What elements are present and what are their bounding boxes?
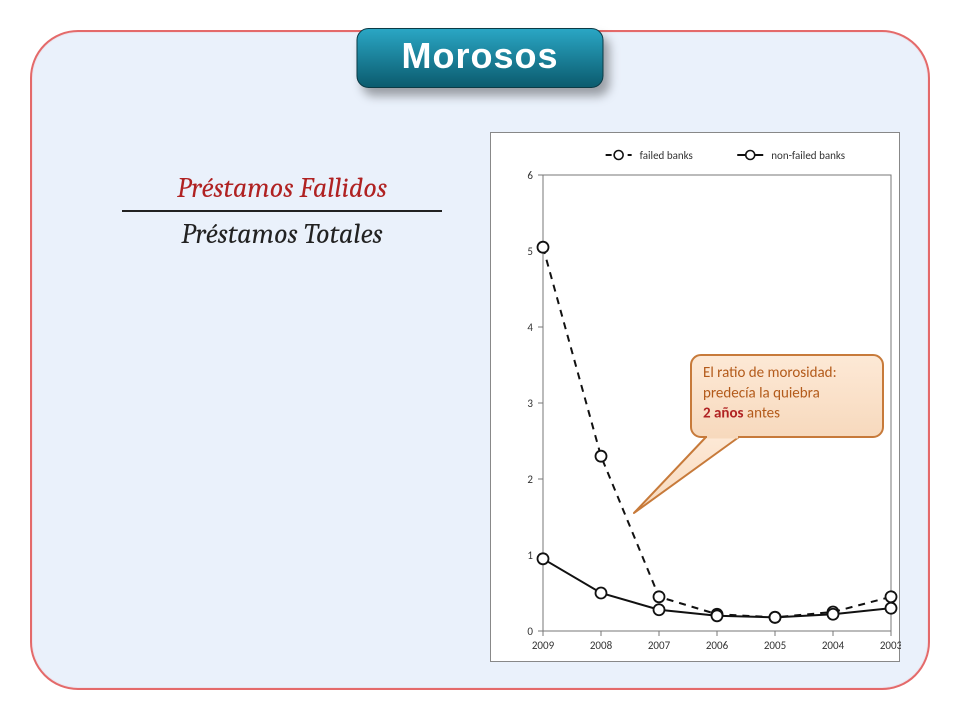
- svg-text:2009: 2009: [532, 639, 555, 652]
- slide-card: Morosos Préstamos Fallidos Préstamos Tot…: [30, 30, 930, 690]
- svg-text:1: 1: [527, 549, 533, 562]
- svg-text:2006: 2006: [706, 639, 729, 652]
- svg-text:2005: 2005: [764, 639, 786, 652]
- svg-text:non-failed banks: non-failed banks: [771, 149, 845, 162]
- callout-bubble: El ratio de morosidad: predecía la quiebr…: [634, 355, 883, 513]
- svg-text:0: 0: [527, 625, 533, 638]
- svg-text:2003: 2003: [880, 639, 901, 652]
- svg-text:El ratio de morosidad:: El ratio de morosidad:: [703, 364, 837, 382]
- svg-text:2 años antes: 2 años antes: [703, 405, 780, 423]
- formula-ratio: Préstamos Fallidos Préstamos Totales: [122, 172, 442, 250]
- svg-text:2004: 2004: [822, 639, 845, 652]
- slide-title: Morosos: [401, 35, 558, 76]
- formula-denominator: Préstamos Totales: [122, 218, 442, 250]
- formula-numerator: Préstamos Fallidos: [122, 172, 442, 212]
- svg-text:5: 5: [527, 245, 533, 258]
- svg-text:predecía la quiebra: predecía la quiebra: [703, 384, 820, 402]
- svg-text:2007: 2007: [648, 639, 671, 652]
- svg-text:2008: 2008: [590, 639, 613, 652]
- line-chart: 0 1 2 3 4 5 6 2009 2008 2007 2006 2005 2004 2003 faile…: [491, 133, 901, 663]
- svg-text:2: 2: [527, 473, 533, 486]
- svg-text:failed banks: failed banks: [640, 149, 693, 162]
- svg-text:4: 4: [527, 321, 533, 334]
- slide-title-badge: Morosos: [356, 28, 603, 88]
- svg-text:3: 3: [527, 397, 533, 410]
- chart-container: 0 1 2 3 4 5 6 2009 2008 2007 2006 2005 2004 2003 faile…: [490, 132, 900, 662]
- svg-text:6: 6: [527, 169, 533, 182]
